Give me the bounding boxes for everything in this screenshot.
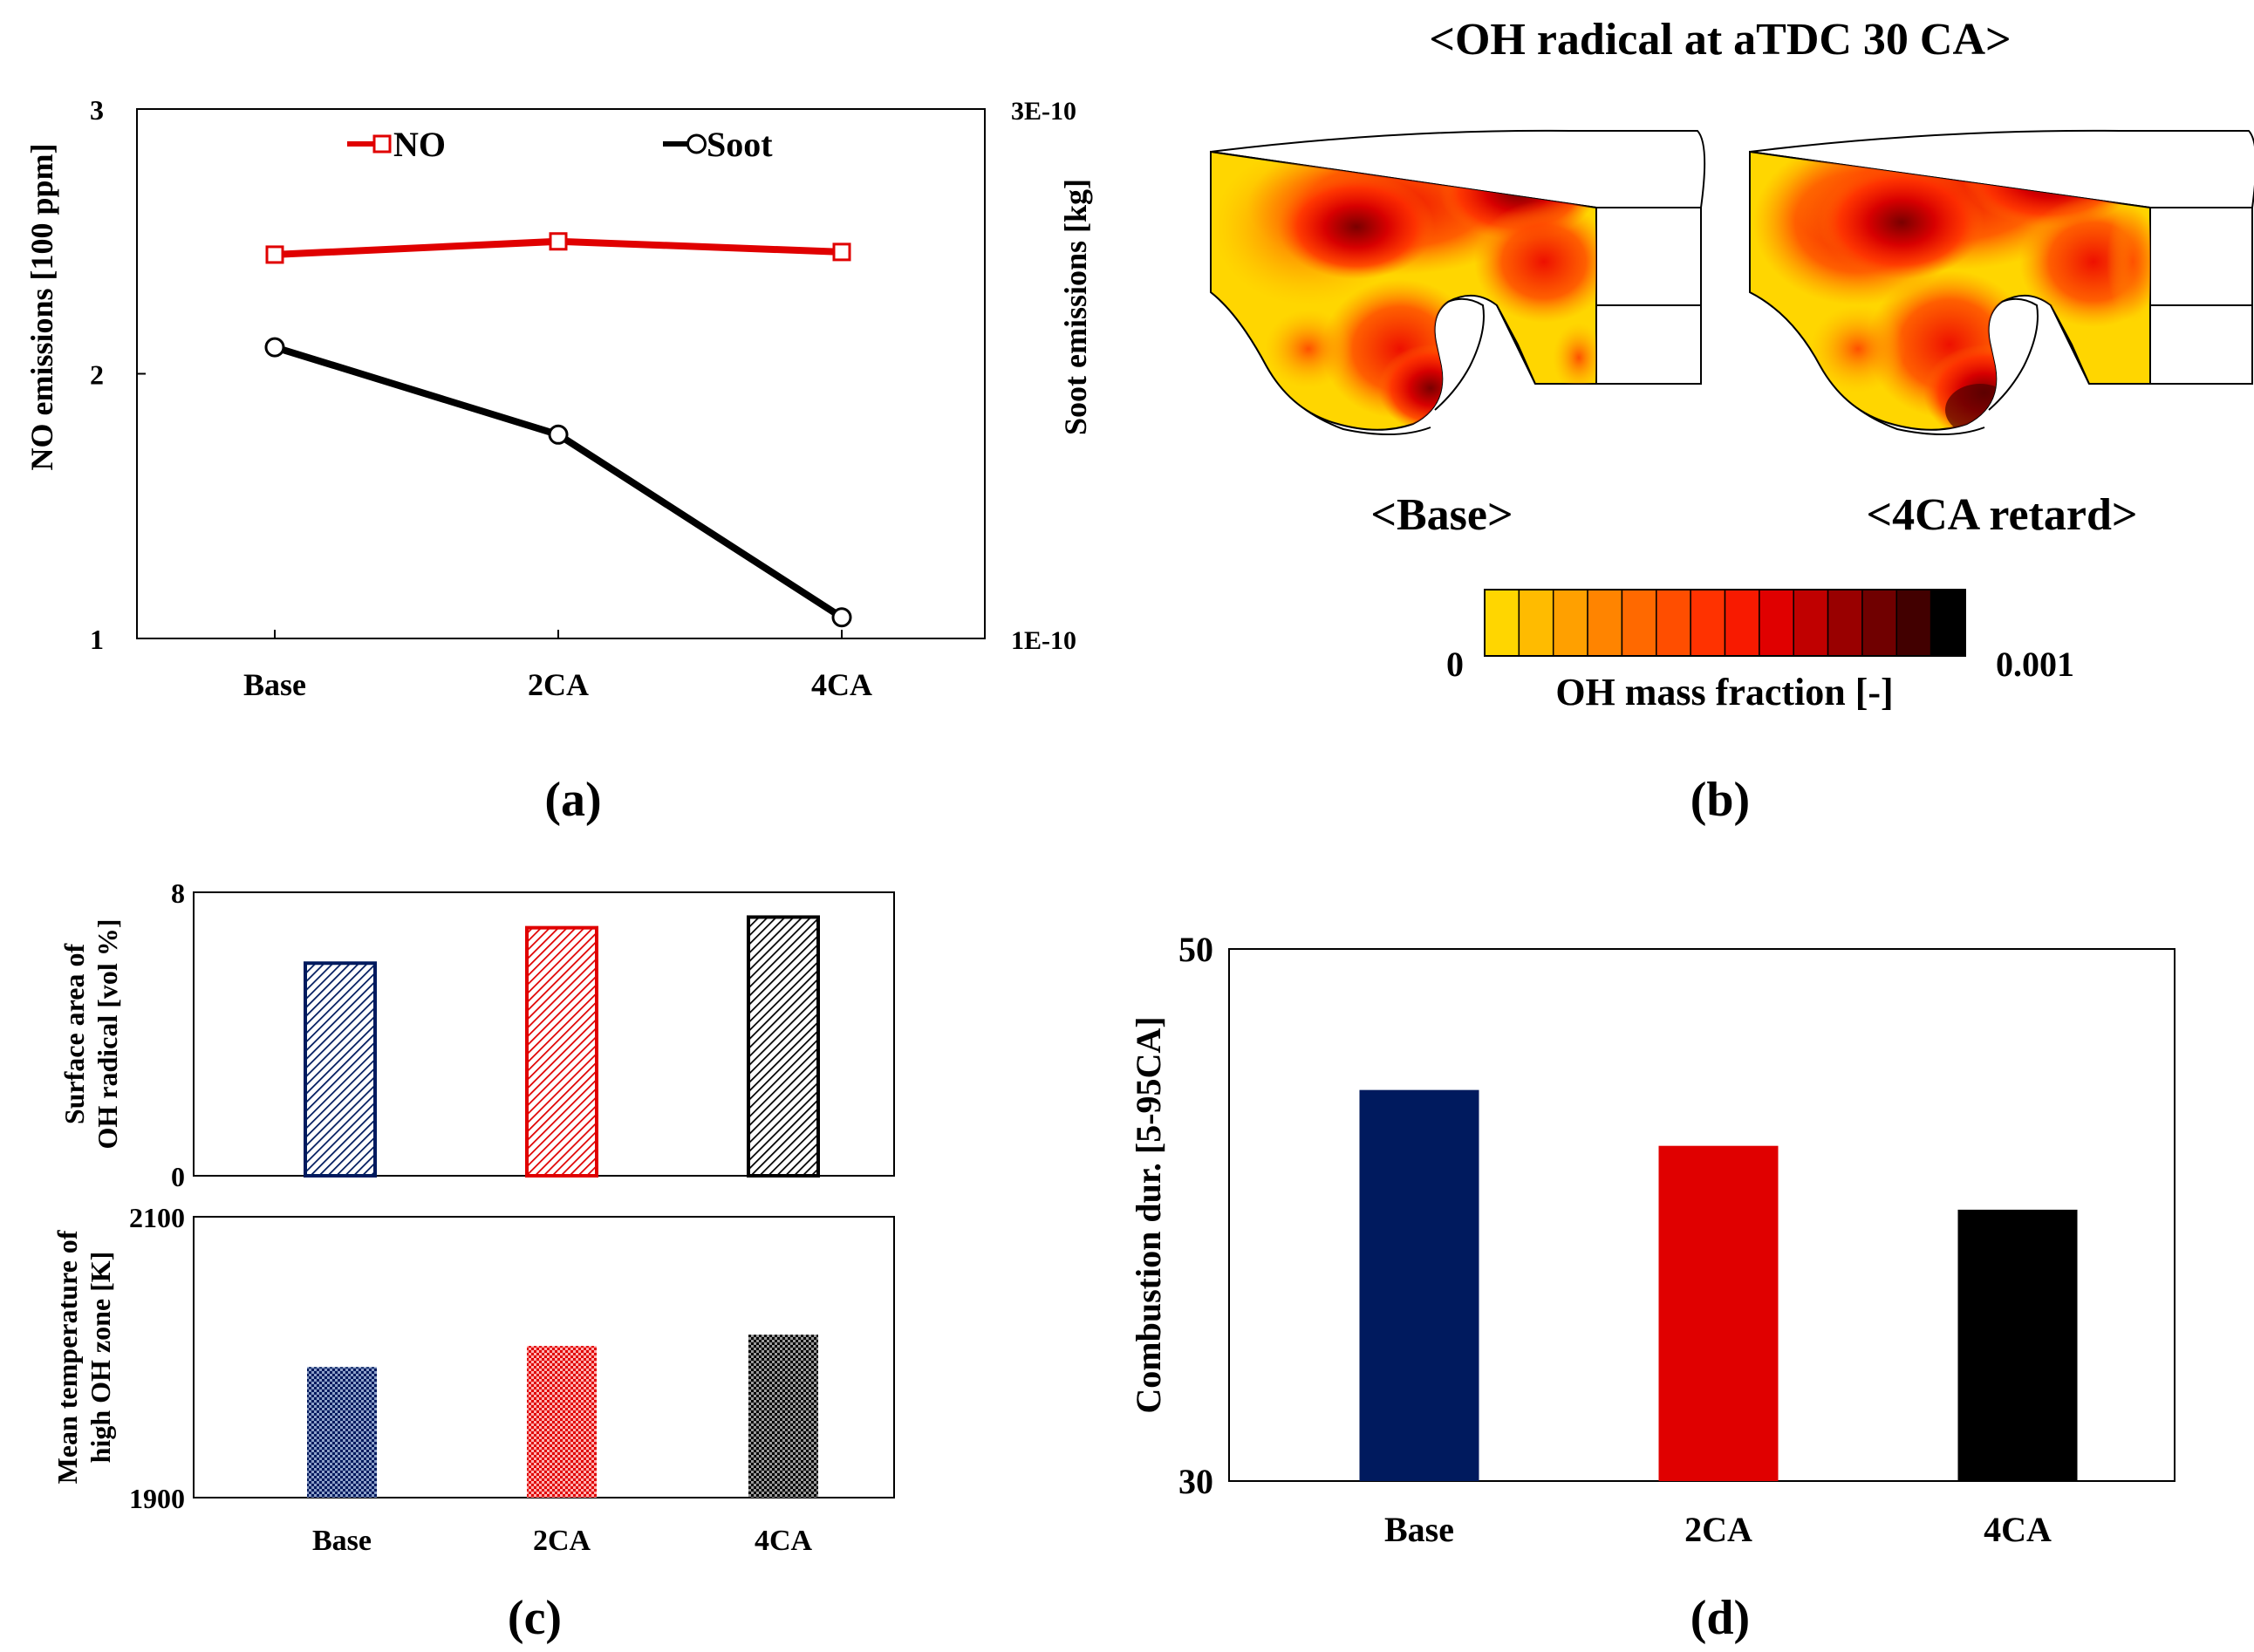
chart-a-series [264,232,852,628]
category-label: 2CA [533,1525,591,1557]
chart-a-left-tick-label: 2 [90,359,104,391]
legend-label-soot: Soot [707,125,773,164]
colorbar-frame [1484,589,1966,657]
y-tick-label: 50 [1178,930,1213,969]
chart-a-left-tick-label: 3 [90,94,104,126]
y-tick-label: 0 [171,1161,185,1192]
bar-base [307,1367,377,1498]
colorbar-segment [1861,589,1898,657]
chart-d-ylabel: Combustion dur. [5-95CA] [1129,1016,1168,1413]
chart-a-plot-frame [136,108,986,639]
y-tick-label: 30 [1178,1462,1213,1501]
data-point-no [549,232,568,251]
bar-base [304,961,377,1178]
colorbar-segment [1793,589,1829,657]
category-label: 2CA [1684,1510,1752,1549]
panel-label-d: (d) [1690,1591,1750,1645]
chart-a: 1 2 3 1E-10 3E-10 Base 2CA 4CA NO Soot NO emis… [24,94,1093,827]
chart-a-ylabel-right: Soot emissions [kg] [1058,179,1093,435]
y-axis-label: Surface area of [58,943,90,1124]
y-tick-label: 2100 [129,1202,185,1233]
bar-base [1359,1089,1479,1481]
colorbar-segment [1690,589,1726,657]
category-label: 4CA [755,1525,813,1557]
legend-marker-no [372,134,392,154]
chart-a-category-label: 4CA [811,667,872,702]
colorbar-min-label: 0 [1446,645,1464,684]
chart-a-left-tick-label: 1 [90,624,104,655]
chart-c-bottom: 1900 2100 Base 2CA 4CA Mean temperature of hig… [51,1202,818,1557]
colorbar-segment [1518,589,1554,657]
bar-4ca [747,915,820,1178]
data-point-no [265,245,284,264]
chart-a-legend: NO Soot [347,125,773,164]
colorbar-segment [1621,589,1657,657]
chart-a-left-axis: 1 2 3 [90,94,146,655]
data-point-soot [831,607,852,628]
colorbar-max-label: 0.001 [1996,645,2074,684]
category-label: Base [1384,1510,1454,1549]
colorbar [1484,589,1966,657]
chart-a-category-label: 2CA [528,667,589,702]
contour-image-base [1210,129,1706,436]
category-label: 4CA [1984,1510,2052,1549]
bar-4ca [1957,1209,2078,1481]
colorbar-segment [1930,589,1966,657]
panel-label-b: (b) [1690,773,1750,827]
y-axis-label: OH radical [vol %] [92,919,123,1150]
chart-a-right-tick-label: 3E-10 [1011,97,1076,126]
colorbar-segment [1484,589,1520,657]
contour-label-4ca-retard: <4CA retard> [1866,490,2137,540]
data-point-soot [548,424,569,445]
chart-a-x-axis: Base 2CA 4CA [243,630,872,702]
colorbar-segment [1656,589,1691,657]
category-label: Base [312,1525,372,1557]
colorbar-segment [1759,589,1794,657]
colorbar-title: OH mass fraction [-] [1555,671,1893,713]
colorbar-segment [1827,589,1863,657]
y-axis-label: Mean temperature of [51,1230,83,1484]
panel-label-c: (c) [508,1591,562,1645]
chart-d-marks: 30 50 Base 2CA 4CA [1178,930,2078,1549]
bar-4ca [748,1335,818,1498]
contour-image-4ca-retard [1749,129,2254,436]
contour-title: <OH radical at aTDC 30 CA> [1429,15,2011,65]
data-point-no [832,242,851,262]
panel-label-a: (a) [544,773,601,827]
series-line-soot [273,344,844,621]
legend-marker-soot [686,133,707,154]
chart-c: 0 8 Surface area of OH radical [vol %] 1900… [51,877,895,1645]
y-tick-label: 1900 [129,1483,185,1514]
chart-a-category-label: Base [243,667,306,702]
chart-a-ylabel-left: NO emissions [100 ppm] [24,143,59,470]
y-tick-label: 8 [171,877,185,909]
bar-2ca [1658,1145,1779,1481]
colorbar-segment [1895,589,1932,657]
legend-label-no: NO [393,125,446,164]
y-axis-label: high OH zone [K] [85,1252,116,1464]
colorbar-segment [1587,589,1623,657]
contour-panel-b: <OH radical at aTDC 30 CA> [1210,15,2254,827]
bar-2ca [525,925,598,1178]
colorbar-segment [1552,589,1588,657]
bar-2ca [527,1346,597,1498]
colorbar-segment [1724,589,1760,657]
chart-c-top: 0 8 Surface area of OH radical [vol %] [58,877,820,1192]
chart-a-right-tick-label: 1E-10 [1011,626,1076,655]
chart-a-right-axis: 1E-10 3E-10 [976,97,1076,655]
contour-label-base: <Base> [1370,490,1513,540]
data-point-soot [264,337,285,358]
